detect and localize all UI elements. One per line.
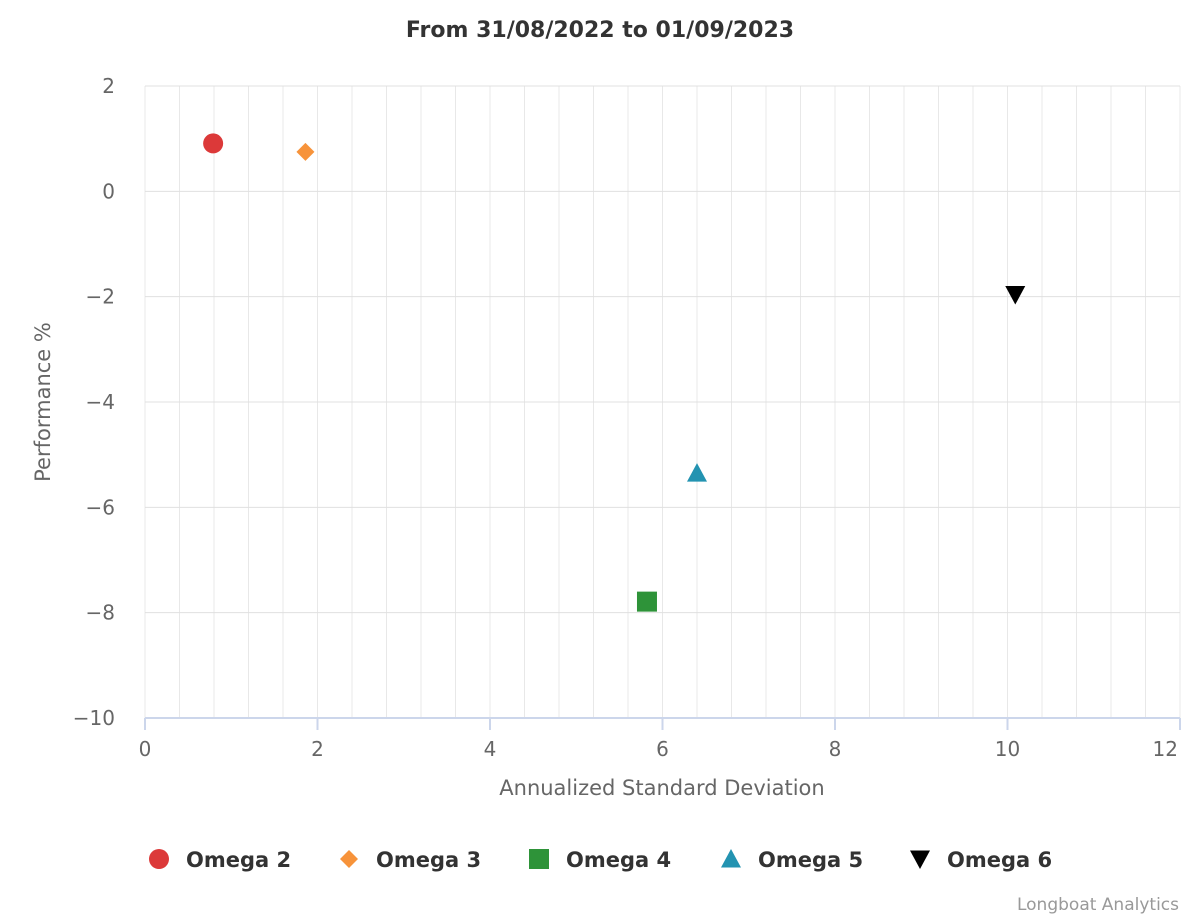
x-tick-label: 12	[1153, 737, 1178, 761]
y-tick-label: 2	[102, 74, 115, 98]
legend-label: Omega 4	[566, 848, 671, 872]
data-point-omega-6[interactable]: Omega 6	[1005, 286, 1026, 305]
x-tick-label: 10	[995, 737, 1020, 761]
x-tick-label: 4	[484, 737, 497, 761]
data-point-omega-5[interactable]: Omega 5	[687, 463, 707, 482]
y-tick-label: −2	[86, 285, 115, 309]
data-points: Omega 2 Omega 3 Omega 4 Omega 5 Omega 6	[203, 133, 1026, 612]
legend-item-omega-3[interactable]: Omega 3	[340, 848, 481, 872]
data-point-omega-2[interactable]: Omega 2	[203, 133, 224, 154]
x-tick-label: 0	[139, 737, 152, 761]
x-tick-label: 8	[829, 737, 842, 761]
legend-symbol-omega-3	[340, 850, 358, 868]
legend-label: Omega 2	[186, 848, 291, 872]
legend-item-omega-4[interactable]: Omega 4	[529, 848, 671, 872]
legend-symbol-omega-4	[529, 849, 549, 869]
legend-symbol-omega-5	[721, 849, 741, 868]
y-tick-label: −8	[86, 601, 115, 625]
y-tick-label: 0	[102, 179, 115, 203]
legend-label: Omega 5	[758, 848, 863, 872]
x-axis-title: Annualized Standard Deviation	[499, 776, 824, 800]
chart-title: From 31/08/2022 to 01/09/2023	[406, 18, 794, 43]
legend-label: Omega 3	[376, 848, 481, 872]
x-tick-label: 6	[656, 737, 669, 761]
legend: Omega 2 Omega 3 Omega 4 Omega 5 Omega 6	[149, 848, 1052, 872]
data-point-omega-3[interactable]: Omega 3	[296, 142, 315, 161]
legend-label: Omega 6	[947, 848, 1052, 872]
legend-item-omega-5[interactable]: Omega 5	[721, 848, 863, 872]
legend-symbol-omega-2	[149, 849, 169, 869]
axes: 2 0 −2 −4 −6 −8 −10 0 2 4 6 8 10 12	[73, 74, 1181, 761]
data-point-omega-4[interactable]: Omega 4	[636, 591, 657, 612]
y-axis-title: Performance %	[31, 322, 55, 482]
credits-link[interactable]: Longboat Analytics	[1017, 895, 1179, 915]
legend-item-omega-2[interactable]: Omega 2	[149, 848, 291, 872]
y-tick-label: −6	[86, 495, 115, 519]
grid	[144, 85, 1181, 718]
y-tick-label: −4	[86, 390, 115, 414]
y-tick-label: −10	[73, 706, 115, 730]
legend-item-omega-6[interactable]: Omega 6	[910, 848, 1052, 872]
x-tick-label: 2	[311, 737, 324, 761]
legend-symbol-omega-6	[910, 850, 930, 869]
